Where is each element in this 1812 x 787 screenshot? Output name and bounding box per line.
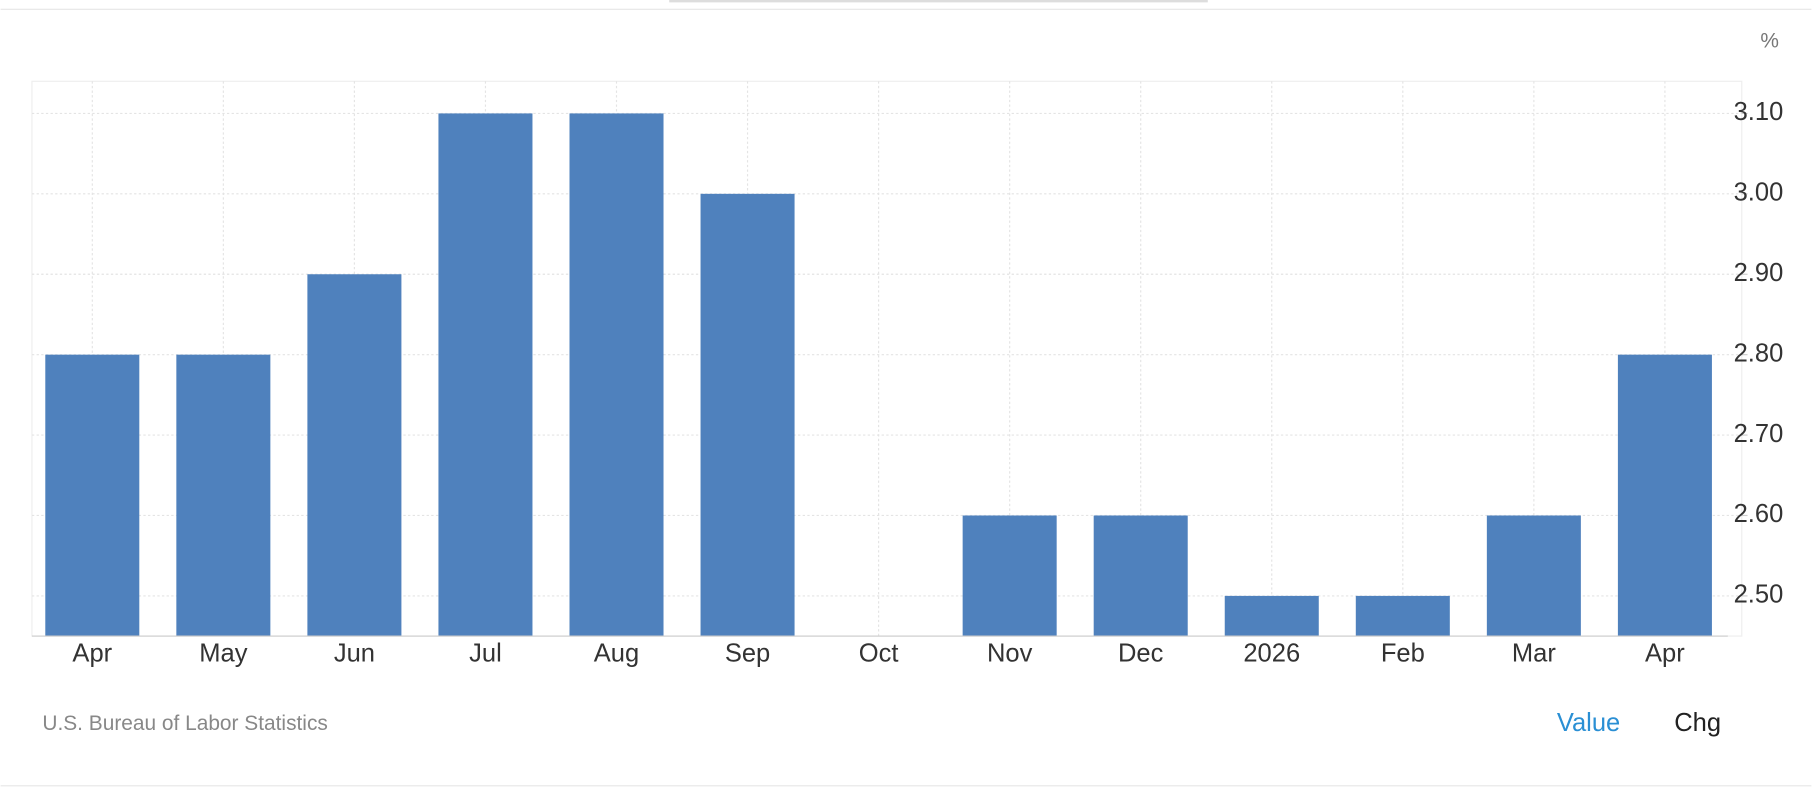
plot-area: 2.50 2.60 2.70 2.80 2.90 3.00 3.10 Apr May Jun Jul…	[31, 80, 1784, 667]
source: U.S. Bureau of Labor Statistics	[42, 712, 327, 735]
y-tick-label: 2.90	[1734, 259, 1784, 287]
bar	[307, 274, 402, 637]
bar	[1093, 515, 1188, 637]
x-tick-label: Sep	[725, 639, 770, 667]
x-tick-label: Oct	[859, 639, 899, 667]
bar	[1617, 354, 1712, 637]
x-tick-label: Dec	[1118, 639, 1164, 667]
y-unit: %	[1760, 29, 1779, 52]
chg-button[interactable]: Chg	[1674, 709, 1721, 737]
bar	[45, 354, 140, 637]
x-tick-label: Jun	[334, 639, 375, 667]
y-tick-label: 3.10	[1734, 98, 1784, 126]
bar	[1224, 595, 1319, 637]
x-tick-label: May	[199, 639, 247, 667]
bar	[176, 354, 271, 637]
value-button[interactable]: Value	[1557, 709, 1620, 737]
y-tick-label: 2.50	[1734, 581, 1784, 609]
x-tick-label: Aug	[594, 639, 639, 667]
x-tick-label: Feb	[1381, 639, 1425, 667]
x-tick-label: Mar	[1512, 639, 1556, 667]
bar	[1355, 595, 1450, 637]
y-tick-label: 2.60	[1734, 500, 1784, 528]
bar	[438, 113, 533, 637]
y-tick-label: 2.80	[1734, 339, 1784, 367]
bar	[962, 515, 1057, 637]
y-tick-label: 2.70	[1734, 420, 1784, 448]
x-tick-label: 2026	[1243, 639, 1300, 667]
bar	[569, 113, 664, 637]
bar	[1486, 515, 1581, 637]
x-tick-label: Nov	[987, 639, 1033, 667]
x-tick-label: Apr	[72, 639, 112, 667]
y-tick-label: 3.00	[1734, 179, 1784, 207]
x-tick-label: Jul	[469, 639, 502, 667]
bar	[700, 193, 795, 637]
x-tick-label: Apr	[1645, 639, 1685, 667]
